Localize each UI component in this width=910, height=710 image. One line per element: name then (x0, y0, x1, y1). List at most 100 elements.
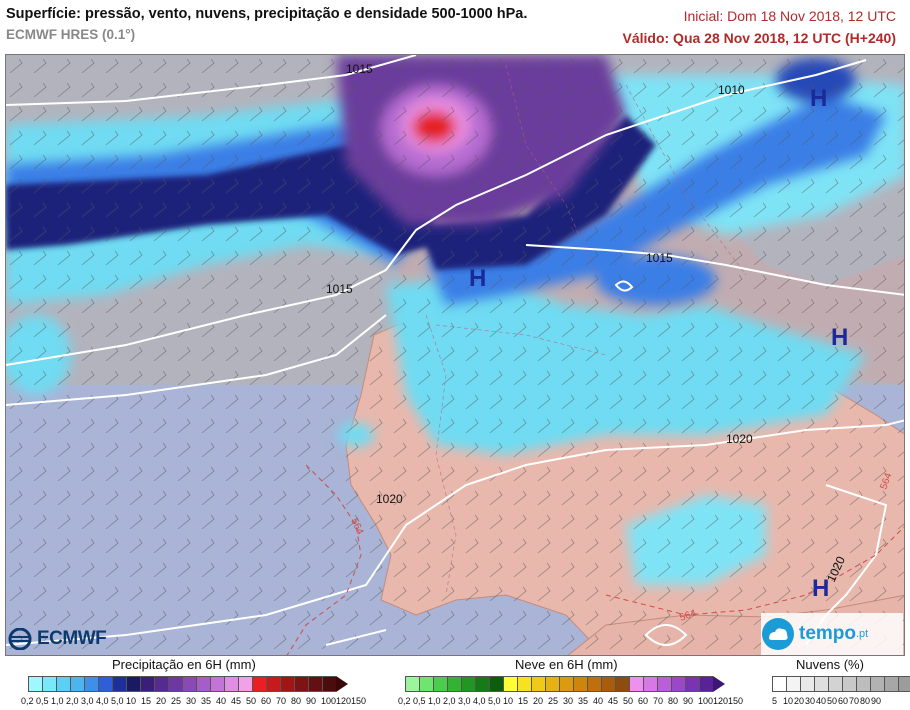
legend-tick-label: 90 (683, 696, 694, 706)
legend-tick-label: 2,0 (66, 696, 79, 706)
legend-swatch (238, 676, 252, 692)
legend-tick-label: 4,0 (96, 696, 109, 706)
legend-swatch (98, 676, 112, 692)
legend-swatch (870, 676, 884, 692)
legend-tick-label: 4,0 (473, 696, 486, 706)
legend-tick-label: 35 (578, 696, 589, 706)
wind-barbs (6, 55, 904, 655)
legend-swatch (168, 676, 182, 692)
legend-swatch (280, 676, 294, 692)
isobar-label: 1015 (346, 62, 373, 76)
weather-map[interactable]: 1015 1010 1015 1015 1020 1020 1020 564 5… (5, 54, 905, 656)
legend-swatch (42, 676, 56, 692)
thickness-564 (286, 464, 904, 655)
legend-tick-label: 120 (336, 696, 352, 706)
legend-swatch (294, 676, 308, 692)
legend-tick-label: 40 (216, 696, 227, 706)
legend-tick-label: 35 (201, 696, 212, 706)
legend-tick-label: 100 (321, 696, 337, 706)
legend-swatch (140, 676, 154, 692)
tempo-logo-text: tempo (799, 623, 856, 644)
clouds-legend-ramp (772, 676, 910, 692)
header-left: Superfície: pressão, vento, nuvens, prec… (6, 6, 527, 42)
legend-swatch (266, 676, 280, 692)
legend-tick-label: 0,2 (21, 696, 34, 706)
clouds-legend-ticks: 5 10 20 30 40 50 60 70 80 90 (772, 696, 882, 706)
legend-swatch (126, 676, 140, 692)
legend-tick-label: 50 (827, 696, 838, 706)
legend-tick-label: 2,0 (443, 696, 456, 706)
legend-tick-label: 20 (156, 696, 167, 706)
legend-tick-label: 40 (593, 696, 604, 706)
legend-tick-label: 1,0 (51, 696, 64, 706)
snow-legend-ticks: 0,2 0,5 1,0 2,0 3,0 4,0 5,0 10 15 20 25 30 35 40 45 50 6… (398, 696, 743, 706)
ecmwf-globe-icon (8, 628, 32, 650)
legend-tick-label: 15 (141, 696, 152, 706)
legend-swatch (587, 676, 601, 692)
isobar-label: 1015 (646, 251, 673, 265)
legend-swatch (252, 676, 266, 692)
legend-swatch (573, 676, 587, 692)
isobar-label: 1020 (726, 432, 753, 446)
legend-swatch (154, 676, 168, 692)
legend-swatch (461, 676, 475, 692)
legend-swatch (884, 676, 898, 692)
legend-tick-label: 150 (728, 696, 744, 706)
legend-tick-label: 90 (306, 696, 317, 706)
high-pressure-marker: H (812, 575, 829, 602)
legend-tick-label: 30 (805, 696, 816, 706)
legend-swatch (56, 676, 70, 692)
legend-swatch (224, 676, 238, 692)
tempo-cloud-icon (762, 618, 794, 650)
legend-tick-label: 25 (171, 696, 182, 706)
legend-tick-label: 20 (533, 696, 544, 706)
legend-swatch (531, 676, 545, 692)
snow-legend-ramp (405, 676, 725, 692)
legend-swatch (210, 676, 224, 692)
legend-swatch (447, 676, 461, 692)
legend-tick-label: 5,0 (488, 696, 501, 706)
legend-swatch (419, 676, 433, 692)
legend-tick-label: 10 (126, 696, 137, 706)
run-initial-time: Inicial: Dom 18 Nov 2018, 12 UTC (683, 8, 896, 24)
legend-tick-label: 100 (698, 696, 714, 706)
legend-swatch (856, 676, 870, 692)
legend-tick-label: 3,0 (458, 696, 471, 706)
country-borders (425, 64, 747, 596)
legend-tick-label: 60 (838, 696, 849, 706)
legend-tick-label: 70 (849, 696, 860, 706)
ecmwf-logo-text: ECMWF (37, 628, 107, 649)
legend-tick-label: 3,0 (81, 696, 94, 706)
legend-swatch (898, 676, 910, 692)
precip-legend-ticks: 0,2 0,5 1,0 2,0 3,0 4,0 5,0 10 15 20 25 30 35 40 45 50 6… (21, 696, 366, 706)
isobars (6, 55, 904, 646)
legend-swatch (657, 676, 671, 692)
legend-end-arrow (713, 676, 725, 692)
legend-tick-label: 40 (816, 696, 827, 706)
legend-swatch (405, 676, 419, 692)
legend-swatch (308, 676, 322, 692)
legend-tick-label: 5 (772, 696, 778, 706)
legend-tick-label: 1,0 (428, 696, 441, 706)
legend-tick-label: 60 (638, 696, 649, 706)
legend-swatch (814, 676, 828, 692)
high-marker-group: H H H H (469, 85, 848, 602)
model-name: ECMWF HRES (0.1°) (6, 27, 136, 42)
legend-swatch (433, 676, 447, 692)
legend-swatch (559, 676, 573, 692)
legend-tick-label: 150 (351, 696, 367, 706)
legend-tick-label: 10 (503, 696, 514, 706)
legend-swatch (699, 676, 713, 692)
legend-swatch (615, 676, 629, 692)
valid-time: Válido: Qua 28 Nov 2018, 12 UTC (H+240) (622, 30, 897, 46)
legend-tick-label: 0,2 (398, 696, 411, 706)
legend-swatch (629, 676, 643, 692)
high-pressure-marker: H (469, 265, 486, 292)
snow-legend-title: Neve en 6H (mm) (515, 657, 618, 672)
tempo-logo: tempo .pt (761, 613, 903, 655)
legend-tick-label: 45 (231, 696, 242, 706)
legend-tick-label: 30 (186, 696, 197, 706)
legend-tick-label: 5,0 (111, 696, 124, 706)
isobar-label: 1020 (376, 492, 403, 506)
legend-tick-label: 10 (783, 696, 794, 706)
